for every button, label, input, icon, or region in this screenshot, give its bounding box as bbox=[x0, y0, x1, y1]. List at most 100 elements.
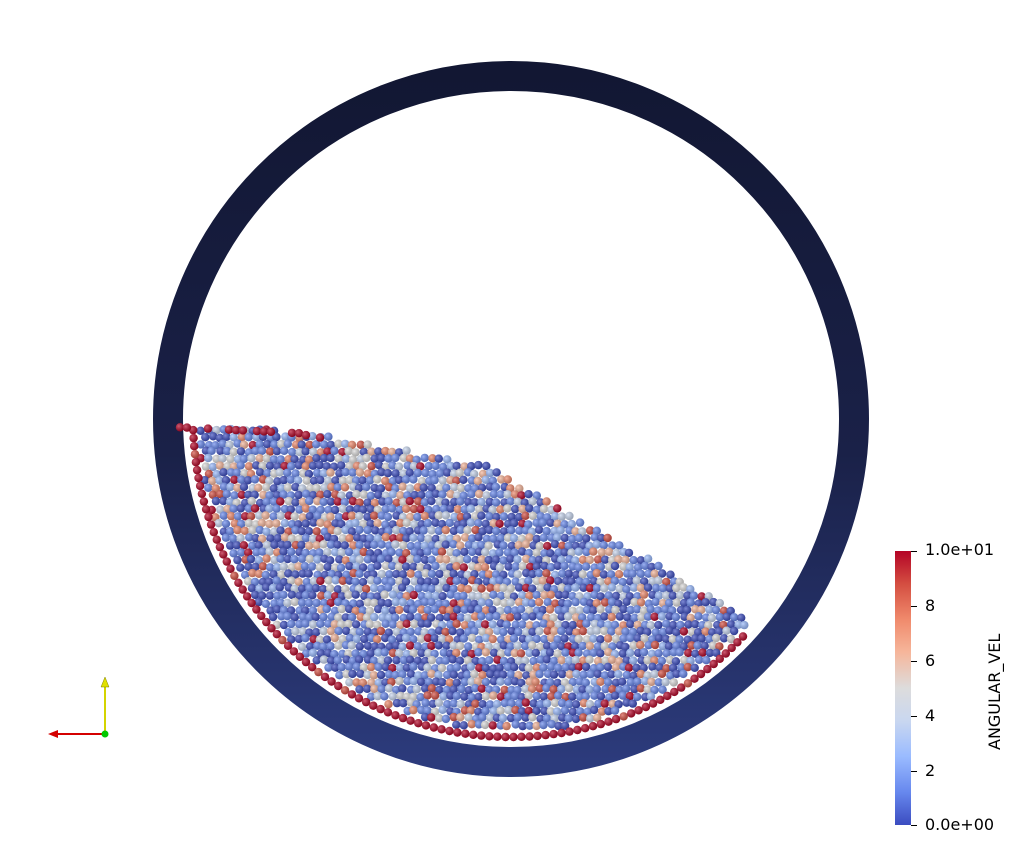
particle-shading bbox=[381, 446, 390, 456]
particle-shading bbox=[511, 620, 520, 629]
particle-shading bbox=[576, 619, 585, 629]
particle-shading bbox=[549, 641, 559, 650]
particle-shading bbox=[528, 584, 537, 593]
particle-shading bbox=[665, 626, 674, 635]
particle-shading bbox=[244, 519, 254, 528]
particle-shading bbox=[506, 598, 515, 607]
particle-shading bbox=[482, 534, 492, 543]
particle-shading bbox=[388, 663, 397, 673]
particle-shading bbox=[430, 691, 440, 700]
particle-shading bbox=[654, 649, 663, 658]
particle-shading bbox=[341, 525, 350, 535]
particle-shading bbox=[665, 612, 674, 621]
particle-shading bbox=[579, 597, 589, 606]
particle-shading bbox=[516, 605, 526, 614]
particle-shading bbox=[208, 462, 218, 472]
particle-shading bbox=[416, 533, 426, 543]
particle-shading bbox=[233, 439, 242, 448]
particle-shading bbox=[294, 461, 304, 470]
particle-shading bbox=[427, 496, 436, 506]
particle-shading bbox=[489, 489, 499, 499]
particle-shading bbox=[333, 497, 342, 506]
particle-shading bbox=[319, 655, 329, 664]
particle-shading bbox=[536, 655, 545, 664]
particle-shading bbox=[611, 591, 621, 601]
particle-shading bbox=[697, 605, 706, 615]
particle-shading bbox=[398, 570, 408, 579]
particle-shading bbox=[399, 541, 408, 550]
particle-shading bbox=[204, 483, 213, 492]
particle-shading bbox=[206, 520, 216, 529]
particle-shading bbox=[553, 663, 563, 672]
particle-shading bbox=[406, 541, 416, 551]
particle-shading bbox=[290, 597, 299, 607]
particle-shading bbox=[423, 633, 433, 643]
particle-shading bbox=[384, 554, 393, 563]
particle-shading bbox=[391, 597, 400, 607]
particle-shading bbox=[622, 670, 632, 680]
particle-shading bbox=[506, 584, 515, 593]
particle-shading bbox=[223, 504, 232, 514]
particle-shading bbox=[272, 432, 281, 442]
particle-shading bbox=[563, 599, 572, 608]
particle-shading bbox=[255, 584, 264, 593]
particle-shading bbox=[334, 439, 343, 448]
particle-shading bbox=[338, 649, 347, 658]
particle-shading bbox=[466, 504, 476, 513]
particle-shading bbox=[457, 483, 466, 493]
particle-shading bbox=[468, 534, 477, 543]
particle-shading bbox=[377, 656, 386, 665]
particle-shading bbox=[474, 692, 483, 701]
particle-shading bbox=[471, 555, 480, 565]
particle-shading bbox=[277, 612, 286, 621]
particle-shading bbox=[277, 484, 286, 493]
particle-shading bbox=[419, 483, 428, 492]
particle-shading bbox=[319, 642, 328, 651]
particle-shading bbox=[459, 475, 468, 484]
particle-shading bbox=[420, 453, 429, 463]
particle-shading bbox=[230, 519, 239, 528]
particle-shading bbox=[672, 598, 681, 607]
particle-shading bbox=[527, 684, 537, 694]
particle-shading bbox=[395, 605, 404, 615]
particle-shading bbox=[280, 446, 289, 455]
particle-shading bbox=[420, 511, 430, 521]
particle-shading bbox=[461, 533, 470, 542]
colorbar-tick-label: 2 bbox=[925, 761, 936, 780]
particle-shading bbox=[276, 526, 285, 535]
particle-shading bbox=[460, 577, 469, 586]
particle-shading bbox=[359, 490, 369, 499]
particle-shading bbox=[373, 534, 382, 543]
particle-shading bbox=[288, 447, 297, 457]
particle-shading bbox=[698, 648, 707, 657]
particle-shading bbox=[644, 569, 653, 578]
particle-shading bbox=[738, 632, 748, 641]
particle-shading bbox=[334, 626, 343, 636]
particle-shading bbox=[466, 518, 476, 527]
particle-shading bbox=[592, 599, 601, 608]
particle-shading bbox=[316, 475, 325, 485]
particle-shading bbox=[261, 511, 270, 520]
particle-shading bbox=[373, 475, 382, 484]
particle-shading bbox=[384, 483, 394, 492]
particle-shading bbox=[533, 731, 542, 741]
particle-shading bbox=[496, 706, 505, 715]
particle-shading bbox=[330, 446, 339, 455]
particle-shading bbox=[579, 713, 588, 722]
particle-shading bbox=[384, 670, 394, 679]
particle-shading bbox=[524, 691, 533, 700]
particle-shading bbox=[481, 519, 490, 528]
particle-shading bbox=[594, 699, 603, 708]
particle-shading bbox=[581, 724, 590, 733]
particle-shading bbox=[406, 554, 415, 564]
particle-shading bbox=[708, 641, 718, 650]
particle-shading bbox=[525, 591, 534, 600]
particle-shading bbox=[529, 670, 538, 679]
particle-shading bbox=[680, 598, 689, 608]
particle-shading bbox=[330, 650, 339, 659]
particle-shading bbox=[351, 518, 360, 528]
particle-shading bbox=[438, 476, 447, 485]
particle-shading bbox=[275, 468, 284, 477]
